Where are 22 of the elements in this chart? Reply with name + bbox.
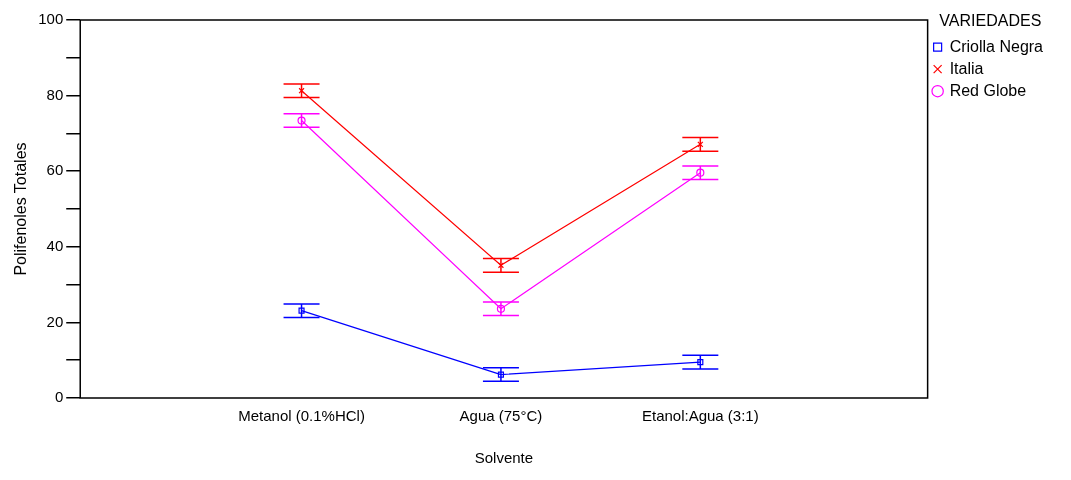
point: [696, 168, 705, 177]
y-tick-label: 80: [46, 85, 64, 103]
x-axis-title: Solvente: [474, 449, 534, 467]
point: [697, 359, 704, 366]
x-tick-label: Metanol (0.1%HCl): [238, 407, 365, 425]
legend-label: Criolla Negra: [949, 37, 1044, 55]
point: [298, 87, 305, 94]
y-tick-label: 0: [54, 388, 64, 406]
y-tick-label: 60: [46, 161, 64, 179]
y-tick-label: 20: [46, 312, 64, 330]
point: [298, 307, 305, 314]
x-tick-label: Agua (75°C): [459, 407, 543, 425]
y-tick-label: 40: [46, 236, 64, 254]
point: [496, 304, 506, 313]
legend-title: VARIEDADES: [939, 12, 1042, 30]
y-tick-label: 100: [38, 10, 64, 28]
point: [497, 371, 505, 378]
y-axis-title: Polifenoles Totales: [12, 142, 30, 276]
legend-label: Red Globe: [949, 81, 1027, 99]
x-tick-label: Etanol:Agua (3:1): [641, 407, 759, 425]
point: [297, 116, 306, 125]
legend-label: Italia: [949, 59, 984, 77]
